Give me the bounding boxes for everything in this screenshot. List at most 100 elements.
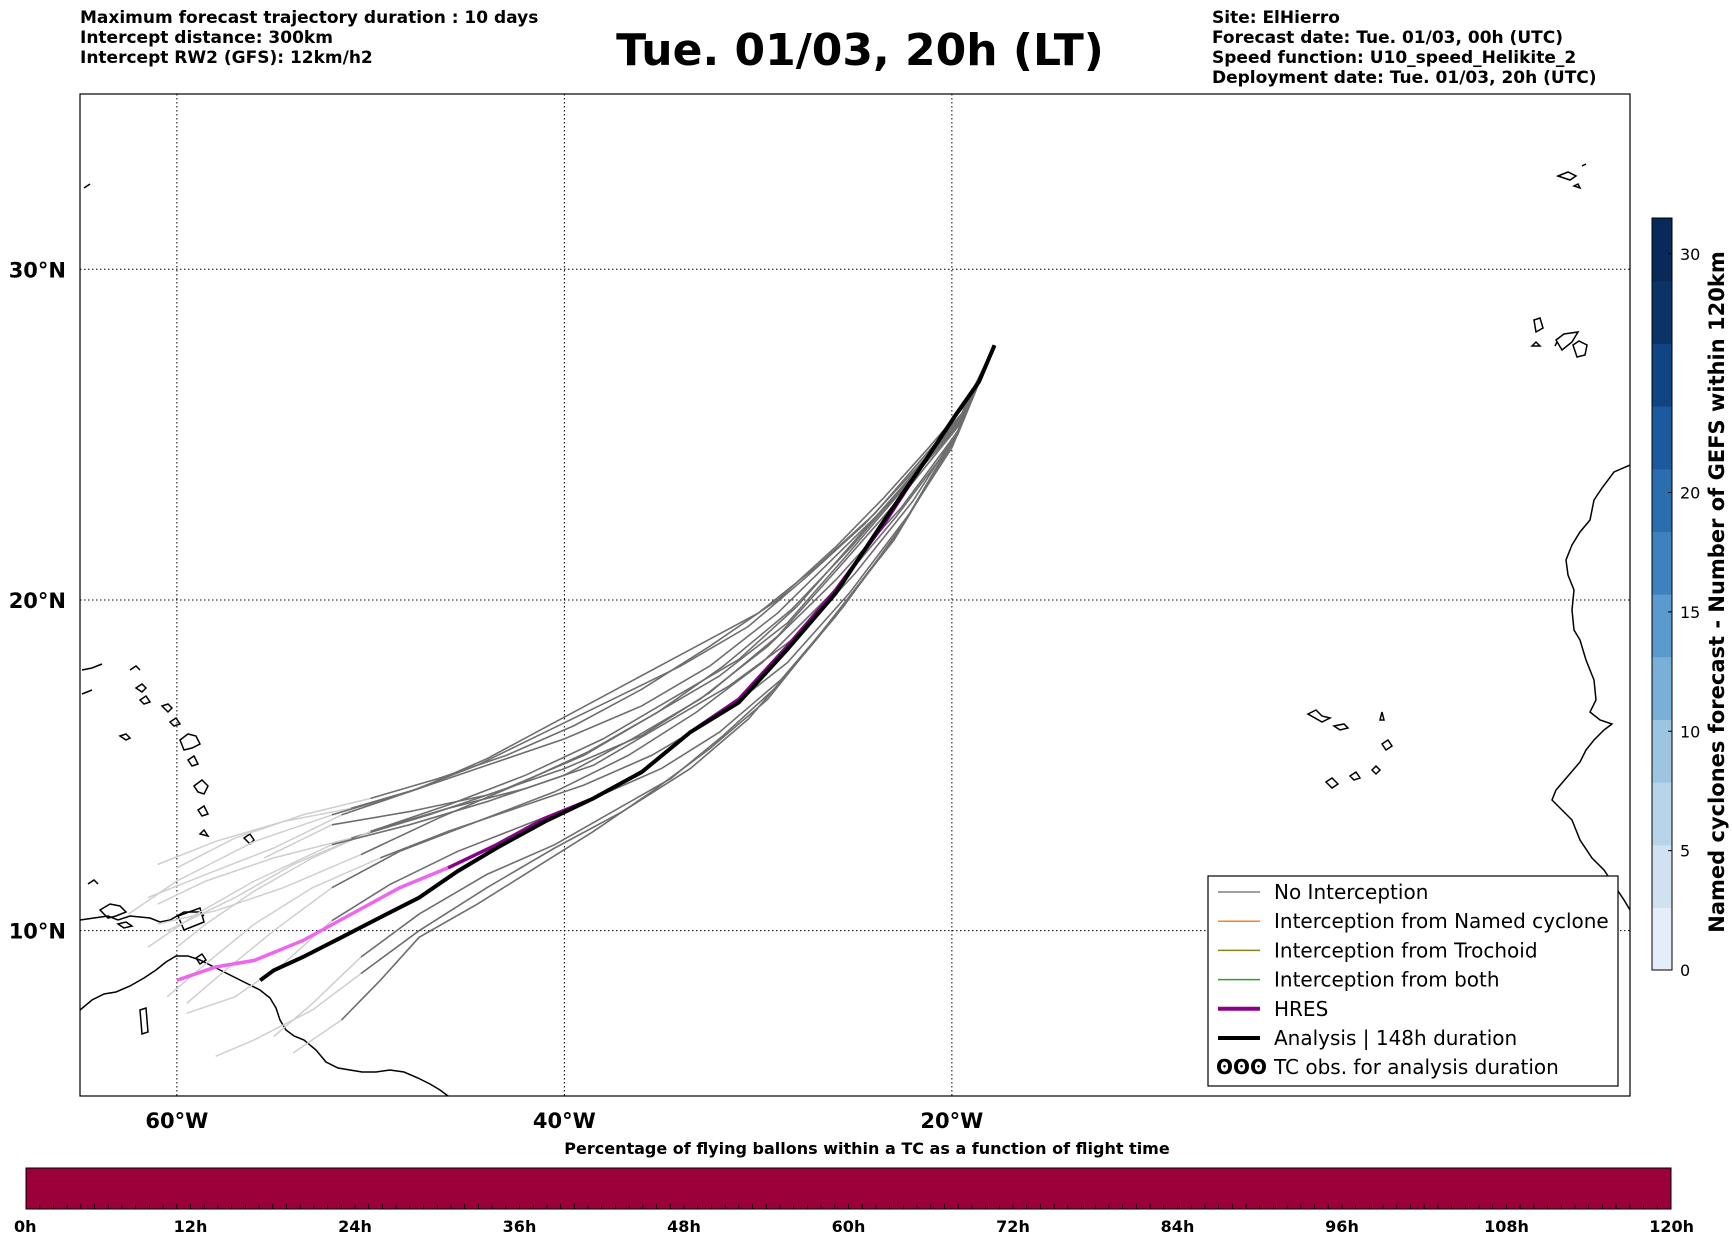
- ensemble-track: [331, 344, 996, 846]
- lon-tick-label: 60°W: [145, 1109, 208, 1133]
- legend: No Interception Interception from Named c…: [1207, 875, 1619, 1087]
- time-bar: Percentage of flying ballons within a TC…: [14, 1139, 1694, 1236]
- time-bar-title: Percentage of flying ballons within a TC…: [564, 1139, 1170, 1158]
- lon-tick-label: 20°W: [920, 1109, 983, 1133]
- ensemble-track: [341, 344, 996, 1021]
- time-bar-label: 60h: [832, 1217, 866, 1236]
- ensemble-track: [370, 344, 996, 833]
- ensemble-track-late: [215, 973, 362, 1057]
- ensemble-track-late: [147, 814, 342, 899]
- colorbar-block: [1652, 468, 1672, 532]
- madeira-island: [1555, 163, 1587, 190]
- ensemble-track: [331, 344, 996, 889]
- ensemble-track-late: [157, 853, 362, 925]
- time-bar-label: 24h: [338, 1217, 372, 1236]
- time-bar-label: 108h: [1484, 1217, 1529, 1236]
- colorbar-block: [1652, 218, 1672, 282]
- colorbar-block: [1652, 594, 1672, 658]
- ensemble-track: [360, 344, 996, 856]
- ensemble-track: [341, 344, 996, 816]
- ensemble-track-late: [157, 807, 352, 866]
- header-line-distance: Intercept distance: 300km: [80, 28, 333, 48]
- colorbar-block: [1652, 531, 1672, 595]
- ensemble-track: [360, 344, 996, 975]
- header-line-forecast-date: Forecast date: Tue. 01/03, 00h (UTC): [1212, 28, 1563, 48]
- ensemble-track-late: [273, 956, 362, 1038]
- header-right: Site: ElHierro Forecast date: Tue. 01/03…: [1212, 8, 1597, 88]
- header-line-rw2: Intercept RW2 (GFS): 12km/h2: [80, 48, 373, 68]
- colorbar-block: [1652, 719, 1672, 783]
- colorbar-block: [1652, 844, 1672, 908]
- hres-trajectory-group: [176, 344, 997, 982]
- colorbar-tick-label: 15: [1680, 603, 1700, 622]
- ensemble-track: [380, 344, 996, 859]
- legend-label: Interception from Trochoid: [1274, 938, 1538, 962]
- time-bar-label: 120h: [1649, 1217, 1694, 1236]
- colorbar-label: Named cyclones forecast - Number of GEFS…: [1705, 251, 1729, 932]
- legend-label: No Interception: [1274, 880, 1428, 904]
- ensemble-trajectories: [127, 344, 996, 1057]
- ensemble-track-late: [157, 837, 352, 905]
- lat-tick-label: 20°N: [9, 589, 66, 613]
- legend-symbol-tc-obs: ʘʘʘ: [1216, 1055, 1267, 1079]
- legend-label: Analysis | 148h duration: [1274, 1026, 1517, 1050]
- africa-coast: [1551, 464, 1630, 911]
- ensemble-track-late: [263, 824, 333, 859]
- colorbar-tick-label: 30: [1680, 245, 1700, 264]
- header-left: Maximum forecast trajectory duration : 1…: [80, 8, 538, 68]
- ensemble-track: [331, 344, 996, 922]
- south-america-coast: [80, 911, 449, 1096]
- time-bar-label: 12h: [174, 1217, 208, 1236]
- caribbean-islands: [81, 183, 255, 1036]
- colorbar-frame: [1651, 217, 1673, 971]
- ensemble-track-late: [147, 844, 333, 948]
- ensemble-track-late: [176, 797, 371, 869]
- page-title: Tue. 01/03, 20h (LT): [616, 25, 1104, 76]
- ensemble-track: [370, 344, 996, 833]
- header-line-speed-function: Speed function: U10_speed_Helikite_2: [1212, 48, 1577, 68]
- colorbar-block: [1652, 280, 1672, 344]
- cyclone-colorbar: 0 5 10 15 20 30 Named cyclones forecast - Num…: [1651, 217, 1729, 980]
- legend-label: TC obs. for analysis duration: [1273, 1055, 1559, 1079]
- ensemble-track: [331, 344, 996, 816]
- lon-tick-label: 40°W: [533, 1109, 596, 1133]
- cape-verde-islands: [1306, 709, 1394, 789]
- colorbar-block: [1652, 343, 1672, 407]
- coastlines: [80, 163, 1630, 1096]
- time-bar-label: 36h: [503, 1217, 537, 1236]
- time-bar-label: 96h: [1325, 1217, 1359, 1236]
- colorbar-tick-label: 20: [1680, 484, 1700, 503]
- map-gridlines: [80, 94, 1630, 1096]
- header-line-deployment-date: Deployment date: Tue. 01/03, 20h (UTC): [1212, 68, 1597, 88]
- colorbar-tick-label: 5: [1680, 842, 1690, 861]
- lat-tick-label: 30°N: [9, 258, 66, 282]
- ensemble-track-late: [186, 920, 333, 1015]
- map-axis-labels: 60°W 40°W 20°W 30°N 20°N 10°N: [9, 258, 984, 1133]
- colorbar-block: [1652, 782, 1672, 846]
- ensemble-track-late: [292, 1019, 343, 1054]
- time-bar-label: 84h: [1161, 1217, 1195, 1236]
- ensemble-track-late: [176, 830, 371, 948]
- time-bar-label: 48h: [667, 1217, 701, 1236]
- colorbar-block: [1652, 406, 1672, 470]
- colorbar-block: [1652, 656, 1672, 720]
- ensemble-track-late: [127, 814, 333, 915]
- analysis-trajectory-group: [259, 344, 997, 982]
- header-line-duration: Maximum forecast trajectory duration : 1…: [80, 8, 539, 28]
- colorbar-tick-label: 0: [1680, 961, 1690, 980]
- ensemble-track: [370, 344, 996, 800]
- hres-track: [447, 344, 997, 870]
- legend-label: Interception from both: [1274, 968, 1500, 992]
- ensemble-track: [351, 344, 996, 839]
- legend-label: HRES: [1274, 997, 1328, 1021]
- legend-label: Interception from Named cyclone: [1274, 909, 1609, 933]
- time-bar-label: 72h: [996, 1217, 1030, 1236]
- ensemble-track: [351, 344, 996, 810]
- colorbar-tick-label: 10: [1680, 722, 1700, 741]
- time-bar-fill: [25, 1167, 1672, 1210]
- ensemble-track-late: [186, 887, 333, 1004]
- legend-box: [1207, 875, 1619, 1087]
- time-bar-label: 0h: [14, 1217, 37, 1236]
- lat-tick-label: 10°N: [9, 920, 66, 944]
